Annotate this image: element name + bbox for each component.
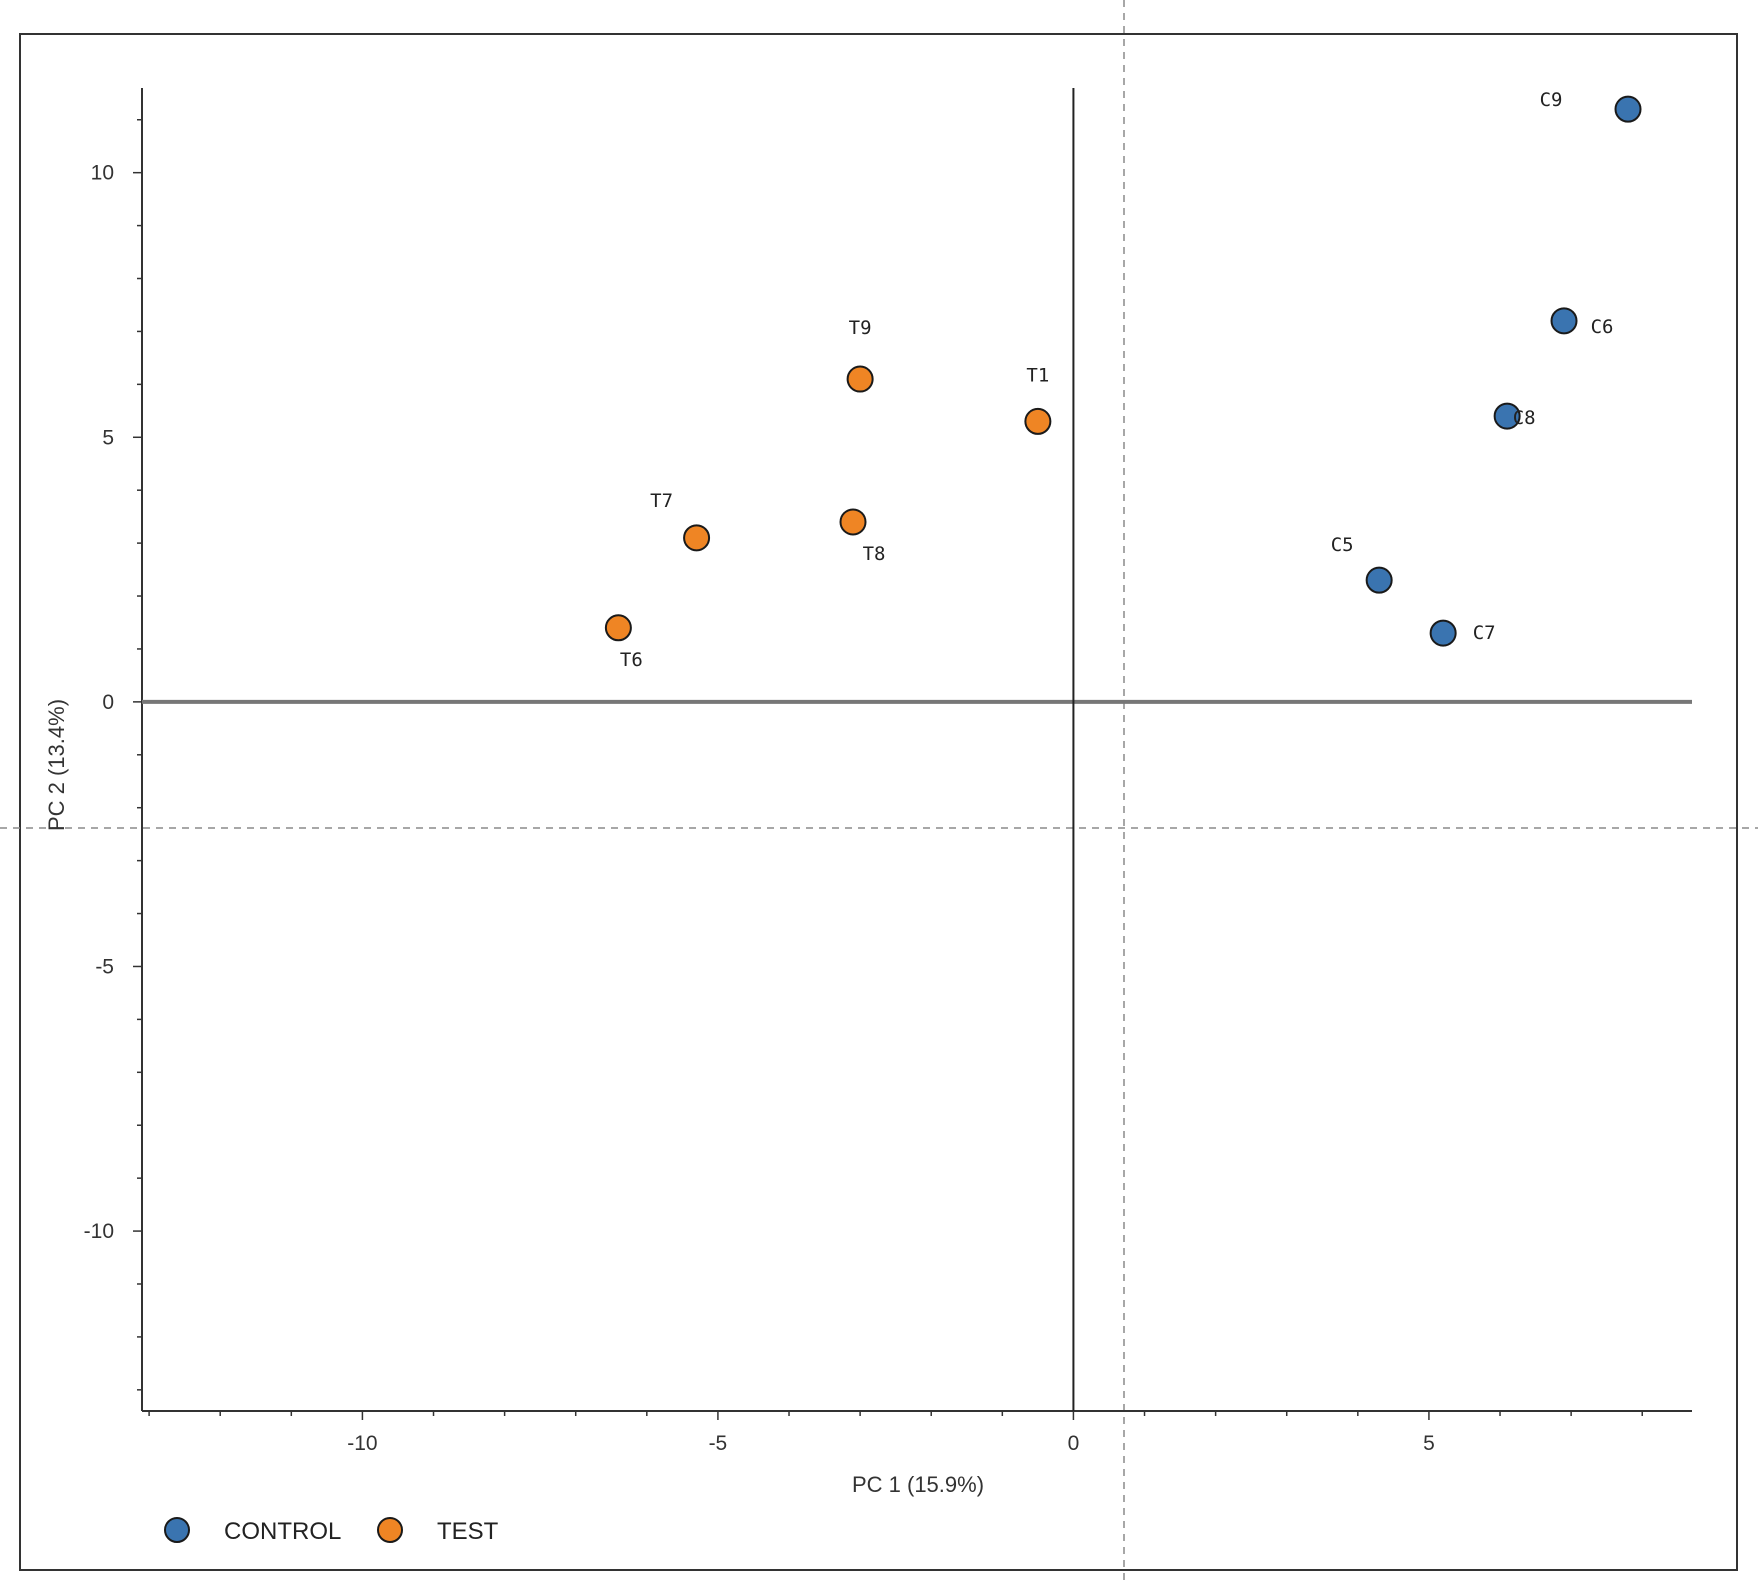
x-tick-label: -10 (347, 1432, 377, 1455)
y-tick-label: 0 (102, 691, 114, 714)
point-label-t6: T6 (620, 649, 643, 671)
point-label-c6: C6 (1591, 316, 1614, 338)
data-point-c6 (1550, 307, 1578, 335)
data-point-c8 (1493, 402, 1521, 430)
data-point-t7 (683, 524, 711, 552)
legend-marker-control (164, 1517, 190, 1543)
data-point-c7 (1429, 619, 1457, 647)
point-label-t9: T9 (849, 317, 872, 339)
ticks-layer: -10 -5 0 5 10 5 0 -5 -10 (84, 119, 1643, 1455)
data-point-t8 (839, 508, 867, 536)
y-tick-label: 10 (91, 162, 114, 185)
legend-label-test: TEST (437, 1518, 499, 1545)
x-tick-label: 5 (1423, 1432, 1435, 1455)
point-label-c8: C8 (1513, 407, 1536, 429)
y-axis-title: PC 2 (13.4%) (44, 699, 69, 831)
data-point-c9 (1614, 95, 1642, 123)
legend: CONTROL TEST (164, 1517, 499, 1545)
y-tick-label: -10 (84, 1220, 114, 1243)
legend-marker-test (377, 1517, 403, 1543)
legend-label-control: CONTROL (224, 1518, 341, 1545)
outer-frame (19, 33, 1738, 1571)
y-tick-label: 5 (102, 426, 114, 449)
data-point-t9 (846, 365, 874, 393)
point-label-c7: C7 (1473, 622, 1496, 644)
x-tick-label: -5 (709, 1432, 728, 1455)
point-label-c9: C9 (1540, 89, 1563, 111)
point-label-t7: T7 (650, 490, 673, 512)
axes-layer (141, 88, 1692, 1412)
points-layer: C9 C6 C8 C5 C7 T9 T1 T7 T8 T6 (604, 89, 1642, 671)
point-label-t8: T8 (863, 543, 886, 565)
y-tick-label: -5 (95, 955, 114, 978)
data-point-t1 (1024, 407, 1052, 435)
data-point-t6 (604, 614, 632, 642)
point-label-t1: T1 (1026, 364, 1049, 386)
x-tick-label: 0 (1068, 1432, 1080, 1455)
data-point-c5 (1365, 566, 1393, 594)
x-axis-title: PC 1 (15.9%) (852, 1472, 984, 1497)
point-label-c5: C5 (1331, 534, 1354, 556)
